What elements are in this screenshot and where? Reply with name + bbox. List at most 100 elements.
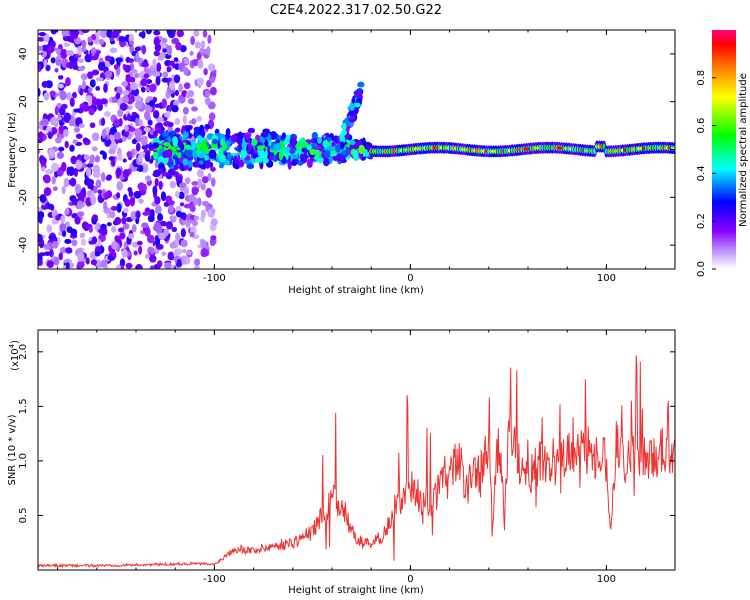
spectrogram-cell (184, 125, 193, 131)
spectrogram-cell (356, 91, 363, 99)
spectrogram-cell (64, 238, 72, 244)
spectrogram-cell (116, 192, 121, 199)
spectrogram-cell (126, 151, 133, 158)
spectrogram-cell (115, 57, 123, 63)
spectrogram-cell (71, 239, 78, 247)
spectrogram-cell (90, 194, 97, 205)
spectrogram-cell (149, 265, 155, 269)
spectrogram-cell (68, 55, 75, 63)
spectrogram-cell (281, 132, 287, 140)
spectrogram-cell (117, 227, 125, 233)
spectrogram-cell (131, 68, 138, 74)
spectrogram-cell (103, 192, 109, 198)
spectrogram-cell (110, 241, 119, 250)
spectrogram-cell (123, 207, 129, 214)
spectrogram-cell (121, 248, 128, 258)
spectrogram-cell (63, 177, 70, 188)
spectrogram-cell (174, 155, 180, 166)
spectrogram-cell (227, 151, 232, 162)
spectrogram-cell (114, 216, 122, 225)
spectrogram-cell (68, 61, 73, 70)
spectrogram-cell (166, 66, 172, 73)
spectrogram-cell (153, 222, 162, 232)
spectrogram-cell (125, 217, 133, 223)
spectrogram-cell (180, 239, 188, 248)
spectrogram-cell (173, 57, 179, 62)
spectrogram-cell (147, 214, 155, 223)
spectrogram-cell (168, 106, 173, 112)
spectrogram-cell (144, 98, 150, 103)
spectrogram-cell (38, 131, 44, 140)
spectrogram-cell (220, 138, 225, 146)
spectrogram-cell (111, 30, 119, 39)
spectrogram-cell (340, 149, 349, 157)
spectrogram-cell (260, 131, 269, 138)
spectrogram-cell (158, 180, 163, 190)
spectrogram-cell (202, 30, 208, 38)
spectrogram-cell (138, 198, 144, 204)
spectrogram-cell (152, 185, 158, 196)
spectrogram-cell (190, 35, 195, 46)
spectrogram-cell (251, 138, 258, 146)
spectrogram-cell (74, 216, 81, 225)
spectrogram-cell (69, 195, 77, 202)
spectrogram-cell (171, 105, 179, 113)
spectrogram-cell (87, 36, 93, 43)
y-tick-label: 0.5 (18, 508, 29, 524)
spectrogram-cell (43, 175, 51, 184)
spectrogram-cell (140, 86, 146, 93)
spectrogram-cell (149, 254, 157, 263)
spectrogram-cell (211, 208, 216, 215)
spectrogram-cell (208, 149, 217, 160)
colorbar: 0.0 0.2 0.4 0.6 0.8 Normalized spectral ampl… (696, 30, 749, 277)
spectrogram-cell (38, 259, 43, 266)
spectrogram-cell (41, 44, 49, 52)
spectrogram-cell (85, 257, 90, 265)
spectrogram-cell (102, 228, 108, 236)
spectrogram-cell (100, 30, 108, 39)
spectrogram-cell (127, 187, 133, 193)
spectrogram-cell (66, 92, 73, 101)
spectrogram-cell (154, 236, 161, 247)
spectrogram-cell (94, 251, 101, 257)
spectrogram-cell (46, 224, 53, 233)
spectrogram-cell (153, 30, 161, 36)
spectrogram-cell (183, 82, 191, 90)
spectrogram-cell (105, 139, 112, 146)
spectrogram-cell (92, 214, 98, 221)
spectrogram-x-label: Height of straight line (km) (288, 285, 424, 296)
spectrogram-cell (191, 106, 198, 112)
spectrogram-cell (315, 144, 322, 151)
spectrogram-cell (183, 131, 189, 139)
spectrogram-cell (63, 42, 70, 47)
spectrogram-cell (55, 137, 62, 144)
spectrogram-cell (230, 134, 238, 143)
spectrogram-cell (90, 259, 98, 266)
spectrogram-cell (95, 77, 104, 82)
spectrogram-cell (297, 160, 304, 166)
spectrogram-cell (185, 147, 193, 158)
spectrogram-cell (197, 135, 202, 141)
spectrogram-cell (58, 121, 65, 126)
spectrogram-cell (159, 220, 168, 227)
spectrogram-cell (100, 259, 108, 268)
spectrogram-cell (341, 122, 347, 131)
spectrogram-cell (91, 146, 98, 152)
spectrogram-cell (309, 148, 317, 156)
spectrogram-cell (73, 108, 80, 113)
spectrogram-cell (184, 186, 189, 195)
spectrogram-cell (262, 157, 269, 164)
spectrogram-cell (130, 82, 138, 91)
spectrogram-cell (49, 249, 54, 258)
spectrogram-cell (237, 131, 244, 141)
spectrogram-cell (162, 172, 168, 177)
spectrogram-cell (204, 96, 211, 106)
spectrogram-cell (77, 58, 84, 64)
spectrogram-cell (59, 90, 67, 101)
spectrogram-cell (118, 35, 126, 42)
spectrogram-cell (148, 70, 156, 76)
spectrogram-cell (135, 52, 140, 63)
spectrogram-cell (157, 213, 164, 222)
spectrogram-cell (154, 160, 159, 169)
spectrogram-cell (345, 116, 350, 126)
